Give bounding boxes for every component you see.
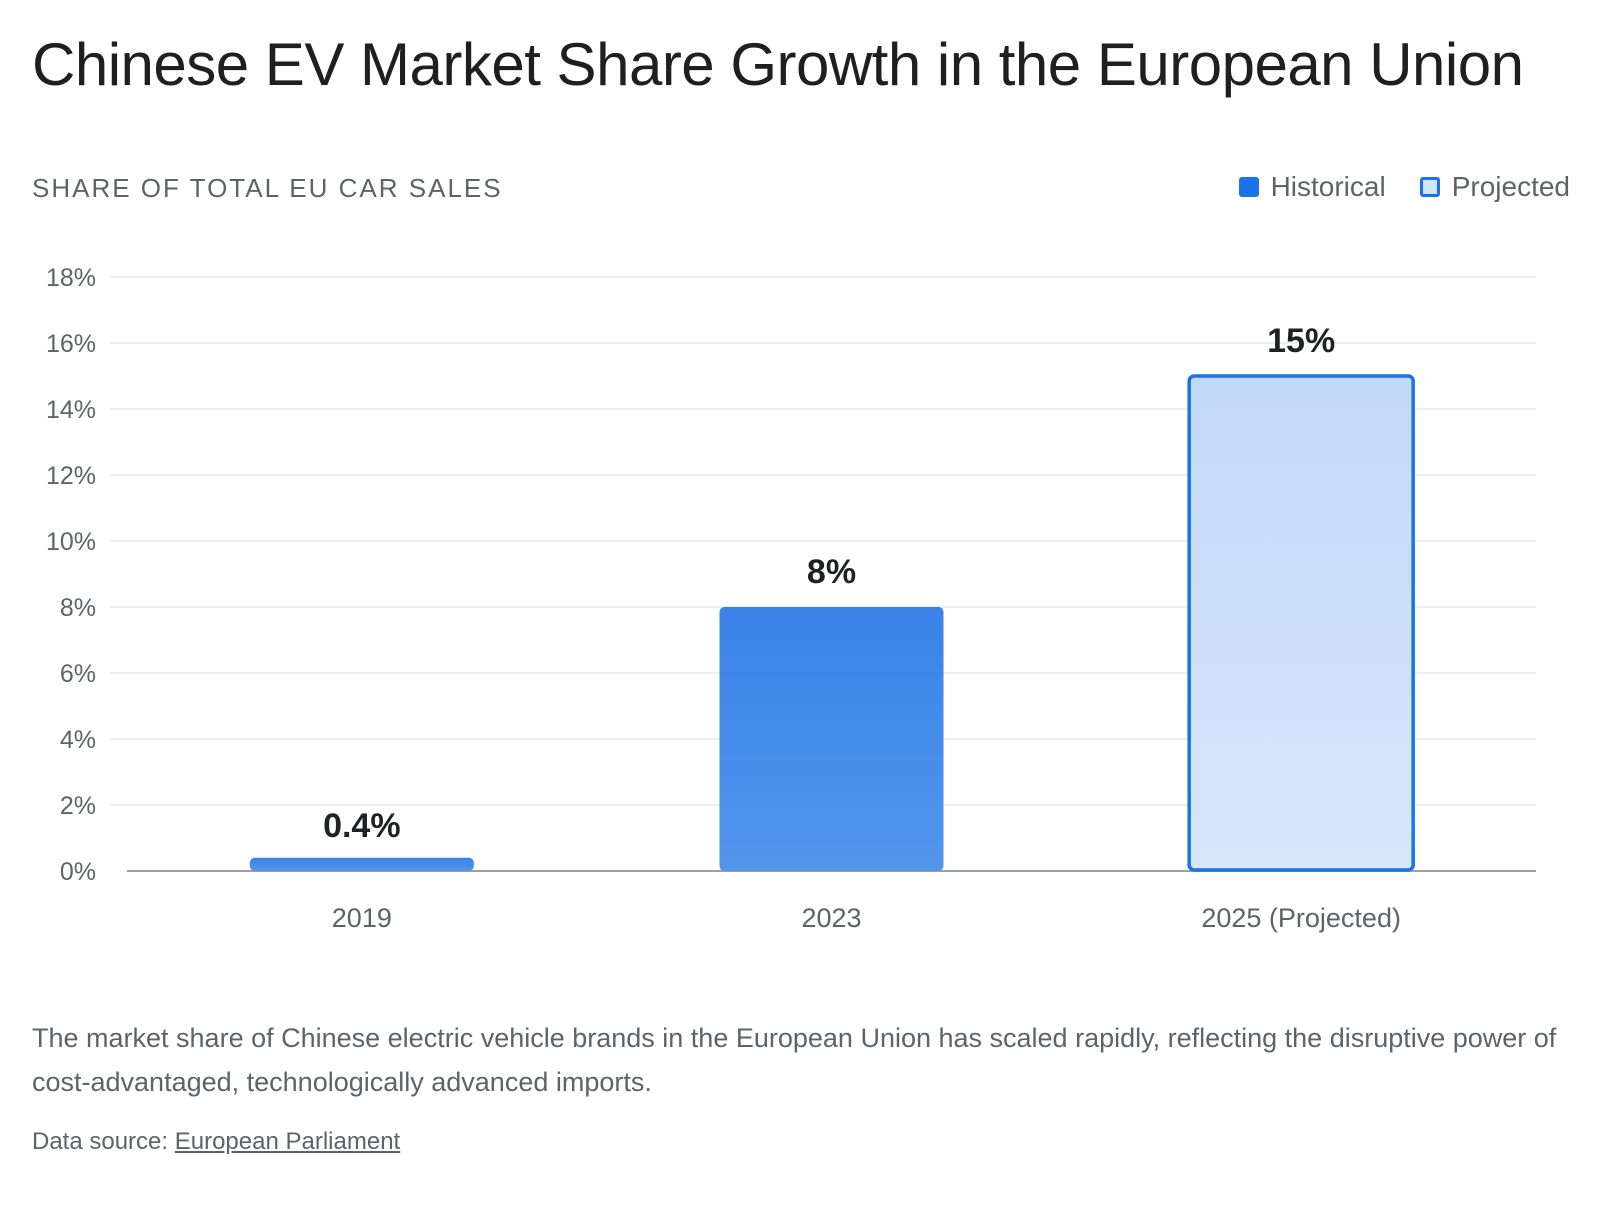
- y-axis-tick-labels: 0% 2% 4% 6% 8% 10% 12% 14% 16% 18%: [46, 264, 96, 886]
- bar-1-historical: [719, 607, 944, 871]
- legend-label-historical: Historical: [1270, 171, 1386, 202]
- bar-2-projected: [1187, 374, 1415, 872]
- chart-title: Chinese EV Market Share Growth in the Eu…: [32, 31, 1524, 98]
- legend-swatch-projected: [1419, 177, 1440, 197]
- bar-0-historical: [249, 857, 474, 871]
- y-tick-label: 12%: [46, 462, 96, 490]
- y-tick-label: 18%: [46, 264, 96, 292]
- legend-item-historical: Historical: [1238, 171, 1386, 203]
- data-label: 15%: [1267, 322, 1335, 360]
- y-tick-label: 16%: [46, 330, 96, 358]
- y-tick-label: 8%: [60, 594, 96, 622]
- y-tick-label: 10%: [46, 528, 96, 556]
- data-source-prefix: Data source:: [32, 1128, 175, 1155]
- legend-label-projected: Projected: [1451, 171, 1570, 202]
- y-tick-label: 0%: [60, 858, 96, 886]
- legend-swatch-historical: [1238, 177, 1259, 197]
- x-tick-label: 2023: [801, 903, 861, 933]
- chart-legend: Historical Projected: [1205, 171, 1570, 203]
- legend-item-projected: Projected: [1419, 171, 1570, 203]
- bars: [249, 374, 1415, 872]
- x-tick-label: 2025 (Projected): [1201, 903, 1401, 933]
- y-tick-label: 6%: [60, 660, 96, 688]
- data-label: 0.4%: [323, 807, 401, 845]
- x-axis-tick-labels: 2019 2023 2025 (Projected): [332, 903, 1401, 933]
- chart-description: The market share of Chinese electric veh…: [32, 1023, 1557, 1097]
- x-tick-label: 2019: [332, 903, 392, 933]
- data-source: Data source: European Parliament: [32, 1128, 400, 1156]
- data-source-link[interactable]: European Parliament: [174, 1128, 401, 1155]
- data-label: 8%: [807, 553, 856, 591]
- y-tick-label: 4%: [60, 726, 96, 754]
- y-tick-label: 2%: [60, 792, 96, 820]
- bar-chart: 0% 2% 4% 6% 8% 10% 12% 14% 16% 18% 0.4% 8% 15% 2019…: [46, 264, 1536, 933]
- data-labels: 0.4% 8% 15%: [323, 322, 1335, 845]
- y-tick-label: 14%: [46, 396, 96, 424]
- chart-subtitle: SHARE OF TOTAL EU CAR SALES: [32, 173, 503, 203]
